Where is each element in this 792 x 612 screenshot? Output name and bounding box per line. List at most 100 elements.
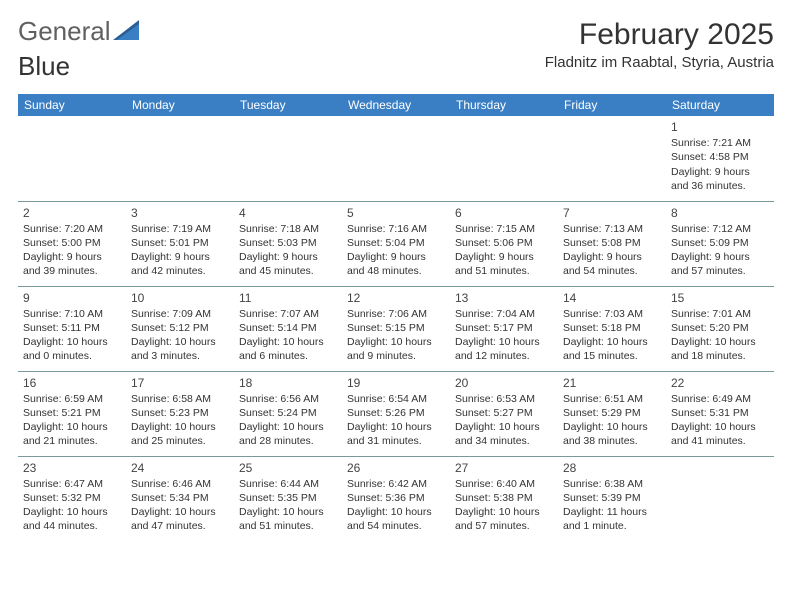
daylight-line: Daylight: 10 hours and 3 minutes. — [131, 335, 229, 363]
sunset-line: Sunset: 5:23 PM — [131, 406, 229, 420]
sunrise-line: Sunrise: 7:21 AM — [671, 136, 769, 150]
day-number: 14 — [563, 290, 661, 306]
sunset-line: Sunset: 5:01 PM — [131, 236, 229, 250]
sunset-line: Sunset: 5:18 PM — [563, 321, 661, 335]
calendar-empty-cell — [342, 116, 450, 201]
calendar-day-cell: 16Sunrise: 6:59 AMSunset: 5:21 PMDayligh… — [18, 371, 126, 456]
calendar-day-cell: 14Sunrise: 7:03 AMSunset: 5:18 PMDayligh… — [558, 286, 666, 371]
calendar-empty-cell — [666, 456, 774, 541]
sunrise-line: Sunrise: 7:16 AM — [347, 222, 445, 236]
daylight-line: Daylight: 10 hours and 34 minutes. — [455, 420, 553, 448]
sunset-line: Sunset: 5:06 PM — [455, 236, 553, 250]
day-number: 23 — [23, 460, 121, 476]
calendar-day-cell: 7Sunrise: 7:13 AMSunset: 5:08 PMDaylight… — [558, 201, 666, 286]
sunrise-line: Sunrise: 6:49 AM — [671, 392, 769, 406]
brand-name-part2: Blue — [18, 51, 70, 81]
calendar-day-cell: 8Sunrise: 7:12 AMSunset: 5:09 PMDaylight… — [666, 201, 774, 286]
sunrise-line: Sunrise: 7:04 AM — [455, 307, 553, 321]
sunset-line: Sunset: 5:24 PM — [239, 406, 337, 420]
sunset-line: Sunset: 5:21 PM — [23, 406, 121, 420]
calendar-empty-cell — [234, 116, 342, 201]
calendar-day-cell: 12Sunrise: 7:06 AMSunset: 5:15 PMDayligh… — [342, 286, 450, 371]
calendar-week-row: 16Sunrise: 6:59 AMSunset: 5:21 PMDayligh… — [18, 371, 774, 456]
daylight-line: Daylight: 10 hours and 47 minutes. — [131, 505, 229, 533]
day-number: 21 — [563, 375, 661, 391]
calendar-day-cell: 5Sunrise: 7:16 AMSunset: 5:04 PMDaylight… — [342, 201, 450, 286]
daylight-line: Daylight: 11 hours and 1 minute. — [563, 505, 661, 533]
sunrise-line: Sunrise: 6:40 AM — [455, 477, 553, 491]
calendar-day-cell: 22Sunrise: 6:49 AMSunset: 5:31 PMDayligh… — [666, 371, 774, 456]
day-number: 17 — [131, 375, 229, 391]
calendar-day-cell: 27Sunrise: 6:40 AMSunset: 5:38 PMDayligh… — [450, 456, 558, 541]
sunset-line: Sunset: 5:20 PM — [671, 321, 769, 335]
calendar-day-cell: 1Sunrise: 7:21 AMSunset: 4:58 PMDaylight… — [666, 116, 774, 201]
day-number: 18 — [239, 375, 337, 391]
day-number: 26 — [347, 460, 445, 476]
day-number: 2 — [23, 205, 121, 221]
sunset-line: Sunset: 5:17 PM — [455, 321, 553, 335]
daylight-line: Daylight: 9 hours and 57 minutes. — [671, 250, 769, 278]
daylight-line: Daylight: 10 hours and 9 minutes. — [347, 335, 445, 363]
sunset-line: Sunset: 5:27 PM — [455, 406, 553, 420]
daylight-line: Daylight: 9 hours and 42 minutes. — [131, 250, 229, 278]
sunrise-line: Sunrise: 7:13 AM — [563, 222, 661, 236]
calendar-day-cell: 17Sunrise: 6:58 AMSunset: 5:23 PMDayligh… — [126, 371, 234, 456]
day-number: 12 — [347, 290, 445, 306]
daylight-line: Daylight: 10 hours and 38 minutes. — [563, 420, 661, 448]
daylight-line: Daylight: 10 hours and 31 minutes. — [347, 420, 445, 448]
calendar-empty-cell — [558, 116, 666, 201]
calendar-day-cell: 6Sunrise: 7:15 AMSunset: 5:06 PMDaylight… — [450, 201, 558, 286]
day-number: 7 — [563, 205, 661, 221]
sunrise-line: Sunrise: 6:59 AM — [23, 392, 121, 406]
sunset-line: Sunset: 5:31 PM — [671, 406, 769, 420]
day-number: 19 — [347, 375, 445, 391]
daylight-line: Daylight: 10 hours and 44 minutes. — [23, 505, 121, 533]
day-header: Thursday — [450, 94, 558, 116]
daylight-line: Daylight: 9 hours and 45 minutes. — [239, 250, 337, 278]
sunrise-line: Sunrise: 7:07 AM — [239, 307, 337, 321]
sunrise-line: Sunrise: 7:06 AM — [347, 307, 445, 321]
daylight-line: Daylight: 10 hours and 21 minutes. — [23, 420, 121, 448]
sunset-line: Sunset: 5:00 PM — [23, 236, 121, 250]
sunrise-line: Sunrise: 6:58 AM — [131, 392, 229, 406]
sunrise-line: Sunrise: 7:03 AM — [563, 307, 661, 321]
sunset-line: Sunset: 5:39 PM — [563, 491, 661, 505]
month-title: February 2025 — [545, 18, 774, 52]
daylight-line: Daylight: 10 hours and 6 minutes. — [239, 335, 337, 363]
daylight-line: Daylight: 10 hours and 51 minutes. — [239, 505, 337, 533]
calendar-day-cell: 26Sunrise: 6:42 AMSunset: 5:36 PMDayligh… — [342, 456, 450, 541]
daylight-line: Daylight: 10 hours and 0 minutes. — [23, 335, 121, 363]
brand-logo: General — [18, 18, 139, 44]
sunrise-line: Sunrise: 6:56 AM — [239, 392, 337, 406]
brand-triangle-icon — [113, 18, 139, 44]
day-number: 20 — [455, 375, 553, 391]
sunrise-line: Sunrise: 7:01 AM — [671, 307, 769, 321]
title-block: February 2025 Fladnitz im Raabtal, Styri… — [545, 18, 774, 71]
daylight-line: Daylight: 9 hours and 54 minutes. — [563, 250, 661, 278]
daylight-line: Daylight: 10 hours and 28 minutes. — [239, 420, 337, 448]
calendar-empty-cell — [450, 116, 558, 201]
sunset-line: Sunset: 5:11 PM — [23, 321, 121, 335]
sunset-line: Sunset: 5:03 PM — [239, 236, 337, 250]
daylight-line: Daylight: 10 hours and 18 minutes. — [671, 335, 769, 363]
sunrise-line: Sunrise: 6:44 AM — [239, 477, 337, 491]
daylight-line: Daylight: 9 hours and 48 minutes. — [347, 250, 445, 278]
calendar-day-cell: 13Sunrise: 7:04 AMSunset: 5:17 PMDayligh… — [450, 286, 558, 371]
sunset-line: Sunset: 5:38 PM — [455, 491, 553, 505]
day-number: 22 — [671, 375, 769, 391]
day-number: 10 — [131, 290, 229, 306]
sunset-line: Sunset: 5:32 PM — [23, 491, 121, 505]
sunset-line: Sunset: 5:26 PM — [347, 406, 445, 420]
calendar-body: 1Sunrise: 7:21 AMSunset: 4:58 PMDaylight… — [18, 116, 774, 541]
calendar-table: SundayMondayTuesdayWednesdayThursdayFrid… — [18, 94, 774, 541]
calendar-week-row: 9Sunrise: 7:10 AMSunset: 5:11 PMDaylight… — [18, 286, 774, 371]
daylight-line: Daylight: 10 hours and 12 minutes. — [455, 335, 553, 363]
location-subtitle: Fladnitz im Raabtal, Styria, Austria — [545, 54, 774, 71]
sunrise-line: Sunrise: 6:53 AM — [455, 392, 553, 406]
calendar-week-row: 1Sunrise: 7:21 AMSunset: 4:58 PMDaylight… — [18, 116, 774, 201]
day-number: 1 — [671, 119, 769, 135]
day-number: 24 — [131, 460, 229, 476]
brand-name-part1: General — [18, 18, 111, 44]
sunrise-line: Sunrise: 7:18 AM — [239, 222, 337, 236]
sunrise-line: Sunrise: 6:42 AM — [347, 477, 445, 491]
